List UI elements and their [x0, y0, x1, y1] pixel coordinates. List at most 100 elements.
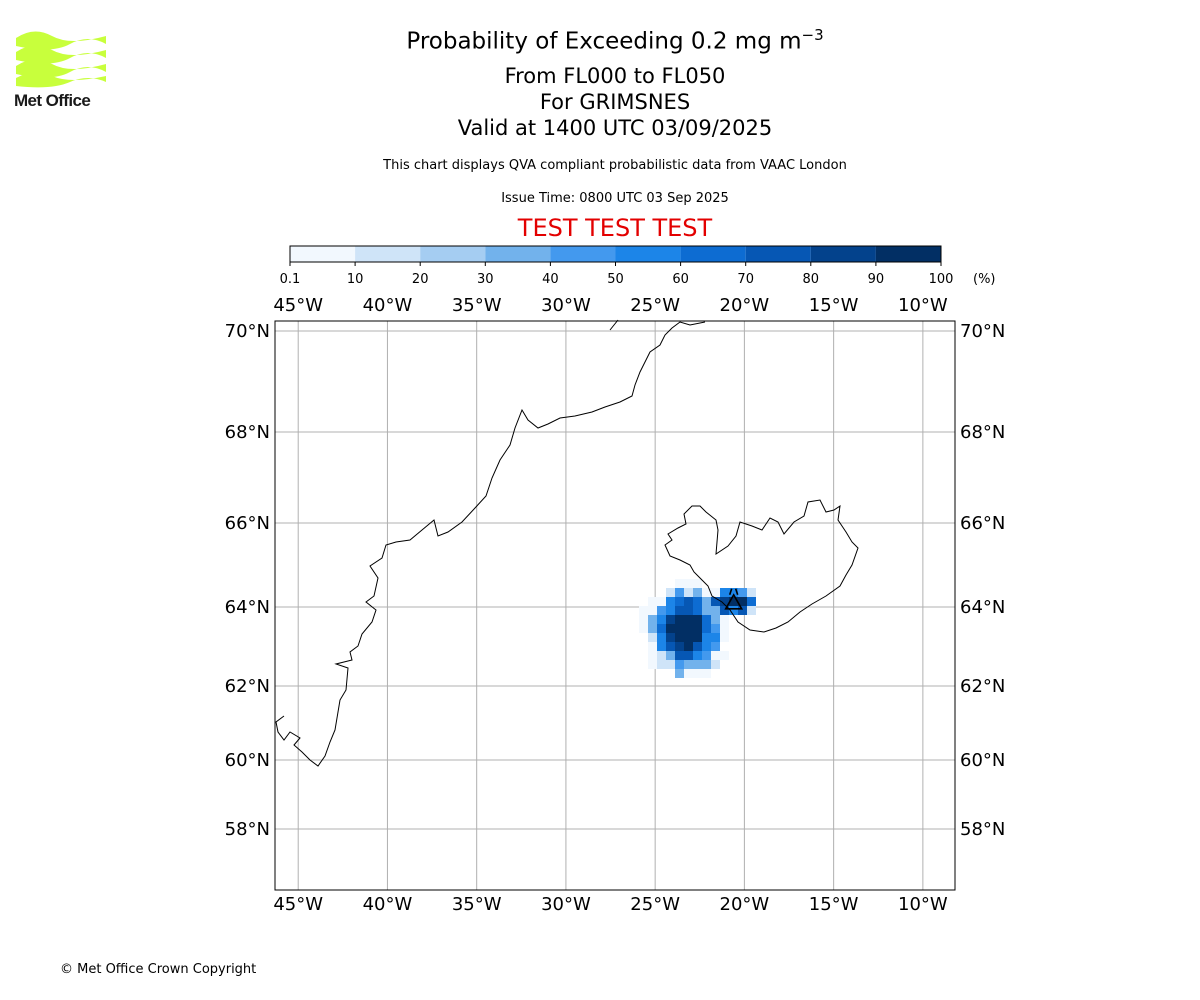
- lat-label-right: 64°N: [960, 597, 1005, 618]
- plume-cell: [702, 597, 711, 606]
- lon-label-bottom: 30°W: [541, 894, 591, 915]
- volcano-marker: [724, 588, 744, 610]
- plume-cell: [702, 615, 711, 624]
- plume-cell: [684, 660, 693, 669]
- colorbar-segment: [615, 246, 681, 262]
- plume-cell: [684, 579, 693, 588]
- lat-label-right: 70°N: [960, 321, 1005, 342]
- plume-cell: [711, 588, 720, 597]
- colorbar-segment: [420, 246, 486, 262]
- copyright-notice: © Met Office Crown Copyright: [60, 962, 257, 977]
- map-frame: [274, 320, 956, 891]
- lat-label-right: 58°N: [960, 819, 1005, 840]
- greenland-coastline: [275, 319, 706, 767]
- plume-cell: [711, 642, 720, 651]
- lat-label-left: 60°N: [225, 750, 270, 771]
- plume-cell: [702, 606, 711, 615]
- plume-cell: [657, 606, 666, 615]
- plume-cell: [657, 624, 666, 633]
- colorbar-tick-label: 50: [607, 272, 624, 287]
- plume-cell: [738, 606, 747, 615]
- colorbar-segment: [290, 246, 356, 262]
- lon-label-bottom: 10°W: [898, 894, 948, 915]
- colorbar-tick-label: 40: [542, 272, 559, 287]
- map-gridlines: [275, 321, 955, 890]
- plume-cell: [648, 651, 657, 660]
- colorbar-tick-label: 100: [929, 272, 954, 287]
- plume-cell: [720, 606, 729, 615]
- plume-cell: [648, 615, 657, 624]
- colorbar-tick-label: 30: [477, 272, 494, 287]
- colorbar-unit: (%): [973, 272, 996, 287]
- plume-cell: [702, 588, 711, 597]
- lat-label-right: 62°N: [960, 676, 1005, 697]
- plume-cell: [666, 633, 675, 642]
- colorbar-ticks: 0.1 10 20 30 40 50 60 70 80 90 100 (%): [280, 262, 996, 287]
- lon-label-top: 45°W: [273, 295, 323, 316]
- flight-level-range: From FL000 to FL050: [504, 64, 726, 88]
- plume-cell: [684, 597, 693, 606]
- colorbar-tick-label: 90: [868, 272, 885, 287]
- plume-cell: [693, 669, 702, 678]
- plume-cell: [693, 597, 702, 606]
- lon-label-bottom: 15°W: [809, 894, 859, 915]
- lon-label-top: 40°W: [363, 295, 413, 316]
- lat-label-left: 58°N: [225, 819, 270, 840]
- plume-cell: [702, 660, 711, 669]
- lon-label-top: 15°W: [809, 295, 859, 316]
- plume-cell: [693, 606, 702, 615]
- plume-cell: [675, 615, 684, 624]
- lon-label-bottom: 40°W: [363, 894, 413, 915]
- plume-cell: [648, 606, 657, 615]
- plume-cell: [720, 633, 729, 642]
- plume-cell: [675, 660, 684, 669]
- plume-cell: [747, 597, 756, 606]
- lon-label-bottom: 25°W: [630, 894, 680, 915]
- colorbar-tick-label: 20: [412, 272, 429, 287]
- plume-cell: [693, 588, 702, 597]
- colorbar-segment: [745, 246, 811, 262]
- plume-cell: [693, 651, 702, 660]
- plume-cell: [720, 588, 729, 597]
- colorbar-tick-label: 10: [347, 272, 364, 287]
- plume-cell: [666, 597, 675, 606]
- plume-cell: [657, 660, 666, 669]
- plume-cell: [666, 651, 675, 660]
- colorbar-segment: [875, 246, 941, 262]
- plume-cell: [684, 642, 693, 651]
- plume-cell: [675, 642, 684, 651]
- colorbar-segment: [485, 246, 551, 262]
- plume-cell: [693, 660, 702, 669]
- plume-cell: [702, 669, 711, 678]
- map-axes: 45°W 45°W 40°W 40°W 35°W 35°W 30°W 30°W 25°W 25°W…: [225, 295, 1006, 915]
- plume-cell: [720, 624, 729, 633]
- met-office-wave-icon: [16, 31, 106, 88]
- plume-cell: [684, 606, 693, 615]
- lat-label-right: 66°N: [960, 513, 1005, 534]
- plume-cell: [648, 633, 657, 642]
- colorbar-segment: [680, 246, 746, 262]
- plume-cell: [720, 615, 729, 624]
- plume-cell: [702, 624, 711, 633]
- plume-cell: [666, 606, 675, 615]
- plume-cell: [648, 660, 657, 669]
- plume-cell: [729, 606, 738, 615]
- plume-cell: [657, 633, 666, 642]
- source-note: This chart displays QVA compliant probab…: [383, 158, 847, 173]
- colorbar-tick-label: 80: [803, 272, 820, 287]
- plume-cell: [648, 642, 657, 651]
- lat-label-left: 62°N: [225, 676, 270, 697]
- lon-label-bottom: 20°W: [720, 894, 770, 915]
- plume-cell: [738, 597, 747, 606]
- plume-cell: [738, 588, 747, 597]
- plume-cell: [666, 642, 675, 651]
- plume-cell: [693, 624, 702, 633]
- logo-text: Met Office: [14, 91, 91, 110]
- plume-cell: [729, 588, 738, 597]
- plume-cell: [648, 624, 657, 633]
- test-banner: TEST TEST TEST: [517, 214, 713, 242]
- plume-cell: [720, 597, 729, 606]
- plume-cell: [675, 588, 684, 597]
- plume-cell: [639, 624, 648, 633]
